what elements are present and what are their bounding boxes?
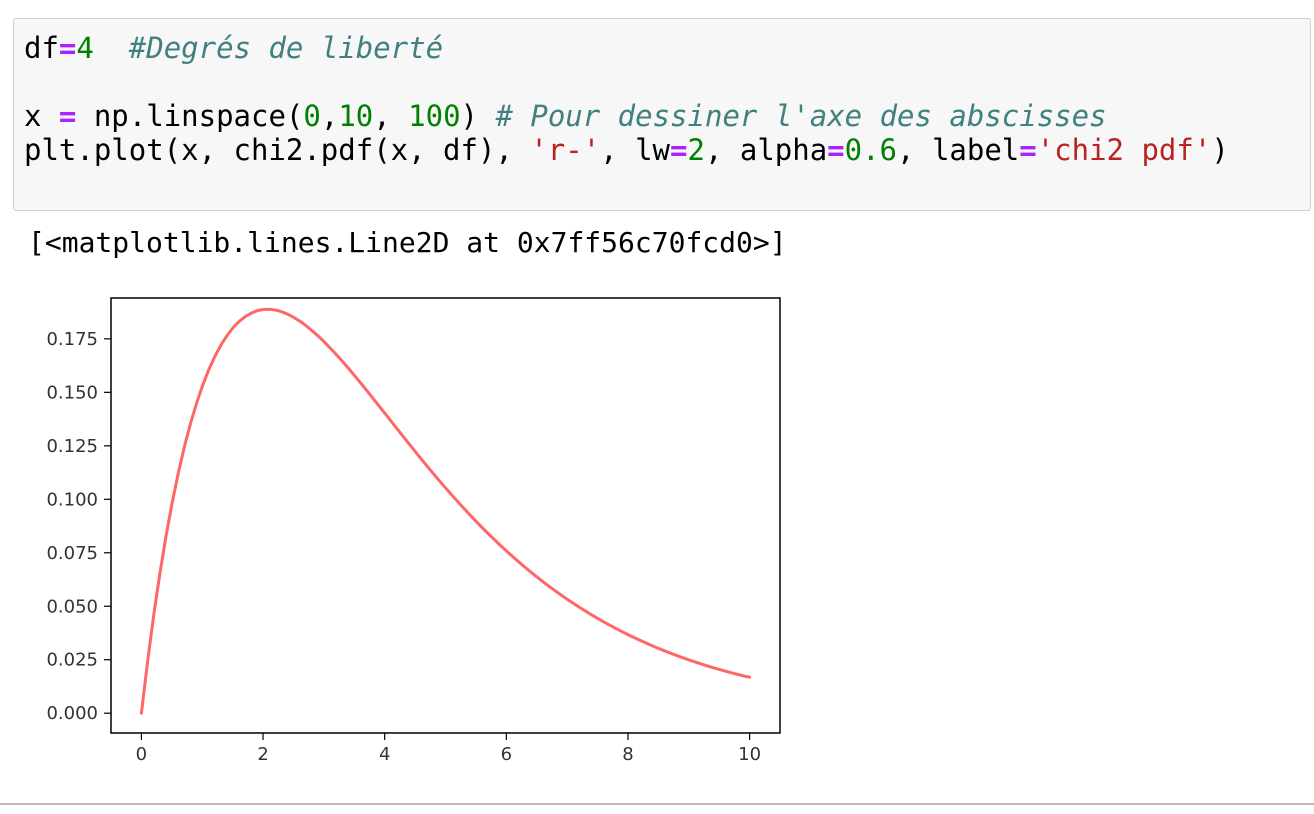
y-tick-label: 0.175 xyxy=(46,329,98,350)
code-line: plt.plot(x, chi2.pdf(x, df), 'r-', lw=2,… xyxy=(24,133,1229,167)
x-tick-label: 6 xyxy=(501,744,512,765)
code-token: 'r-' xyxy=(530,133,601,167)
code-token: 0 xyxy=(303,99,321,133)
code-token: 10 xyxy=(338,99,374,133)
output-text: [<matplotlib.lines.Line2D at 0x7ff56c70f… xyxy=(28,226,787,259)
code-token: 'chi2 pdf' xyxy=(1036,133,1212,167)
code-token: ) xyxy=(460,99,496,133)
y-tick-label: 0.150 xyxy=(46,382,98,403)
y-tick-label: 0.000 xyxy=(46,703,98,724)
plot-area-frame xyxy=(110,297,781,734)
code-token: = xyxy=(1019,133,1037,167)
y-tick-label: 0.075 xyxy=(46,543,98,564)
code-token: , label xyxy=(897,133,1020,167)
code-token: , alpha xyxy=(704,133,828,167)
code-token: x xyxy=(24,99,59,133)
chi2-pdf-plot: 0 2 4 6 8 10 0.0000.0250.0500.0750.1000.1250.… xyxy=(46,297,781,765)
code-token: 100 xyxy=(408,99,461,133)
x-tick-label: 2 xyxy=(257,744,268,765)
code-line: x = np.linspace(0,10, 100) # Pour dessin… xyxy=(24,99,1107,133)
code-token: np.linspace( xyxy=(76,99,304,133)
code-token: , xyxy=(373,99,409,133)
code-token: = xyxy=(58,31,77,65)
code-token: 0.6 xyxy=(844,133,898,167)
code-line: df=4 #Degrés de liberté xyxy=(24,31,443,65)
code-token: , lw xyxy=(600,133,671,167)
code-token: = xyxy=(58,99,77,133)
code-token: plt.plot(x, chi2.pdf(x, df), xyxy=(24,133,531,167)
y-tick-label: 0.125 xyxy=(46,436,98,457)
code-token: = xyxy=(827,133,845,167)
x-axis: 0 2 4 6 8 10 xyxy=(136,733,761,765)
code-token: df xyxy=(24,31,59,65)
y-axis: 0.000 0.025 0.050 0.075 0.100 0.125 0.150 0.175 xyxy=(46,329,111,724)
x-tick-label: 0 xyxy=(136,744,147,765)
x-tick-label: 10 xyxy=(738,744,761,765)
code-token: 4 xyxy=(76,31,94,65)
code-token: 2 xyxy=(687,133,705,167)
y-tick-label: 0.100 xyxy=(46,489,98,510)
x-tick-label: 8 xyxy=(622,744,633,765)
cell-separator xyxy=(0,803,1314,805)
y-tick-label: 0.050 xyxy=(46,596,98,617)
code-token: = xyxy=(670,133,688,167)
code-token: , xyxy=(320,99,339,133)
series-layer xyxy=(139,307,752,715)
x-tick-label: 4 xyxy=(379,744,390,765)
code-token: #Degrés de liberté xyxy=(128,31,444,65)
code-token: ) xyxy=(1211,133,1229,167)
code-token: # Pour dessiner l'axe des abscisses xyxy=(495,99,1107,133)
series-line xyxy=(139,307,752,715)
code-token xyxy=(94,31,129,65)
code-cell[interactable]: df=4 #Degrés de liberté x = np.linspace(0… xyxy=(13,18,1311,211)
y-tick-label: 0.025 xyxy=(46,650,98,671)
